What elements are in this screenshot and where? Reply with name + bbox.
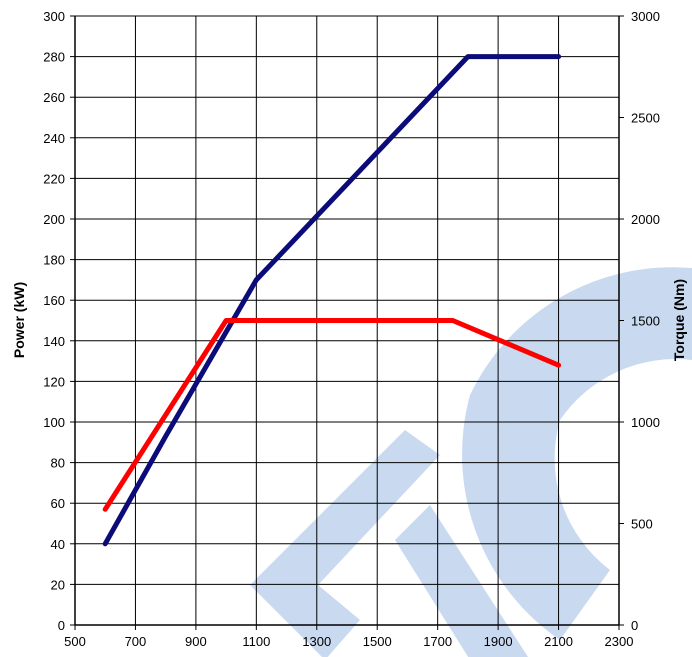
chart-series — [102, 54, 562, 547]
x-tick-label: 1900 — [484, 634, 513, 649]
x-tick-label: 2100 — [544, 634, 573, 649]
y-right-tick-label: 3000 — [631, 9, 660, 24]
x-tick-label: 1100 — [242, 634, 270, 649]
y-left-tick-label: 300 — [43, 9, 65, 24]
y-left-tick-label: 280 — [43, 50, 65, 65]
y-left-axis-title: Power (kW) — [11, 282, 27, 358]
y-right-tick-label: 1000 — [631, 415, 660, 430]
series-line-2 — [102, 318, 562, 512]
y-left-tick-label: 100 — [43, 415, 65, 430]
y-left-tick-label: 240 — [43, 131, 65, 146]
y-left-tick-label: 120 — [43, 374, 65, 389]
x-tick-label: 2300 — [605, 634, 634, 649]
y-right-tick-label: 500 — [631, 517, 653, 532]
y-right-axis-ticks: 0 500 1000 1500 2000 2500 3000 — [619, 9, 660, 633]
y-left-tick-label: 20 — [51, 577, 65, 592]
y-right-tick-label: 2000 — [631, 212, 660, 227]
y-right-tick-label: 2500 — [631, 111, 660, 126]
x-tick-label: 500 — [64, 634, 86, 649]
x-tick-label: 700 — [125, 634, 147, 649]
y-right-tick-label: 1500 — [631, 314, 660, 329]
watermark-shape — [462, 267, 692, 640]
y-left-tick-label: 180 — [43, 253, 65, 268]
watermark-shape — [395, 505, 529, 657]
y-left-tick-label: 0 — [58, 618, 65, 633]
y-left-tick-label: 80 — [51, 456, 65, 471]
x-tick-label: 1500 — [363, 634, 392, 649]
x-axis-ticks: 500 700 900 1100 1300 1500 1700 1900 2100 2300 — [64, 625, 633, 649]
series-line-1 — [102, 54, 562, 547]
y-left-axis-ticks: 0 20 40 60 80 100 120 140 160 180 200 220 240 260 280 3… — [43, 9, 75, 633]
y-left-tick-label: 40 — [51, 537, 65, 552]
x-tick-label: 1700 — [423, 634, 452, 649]
x-tick-label: 900 — [185, 634, 207, 649]
y-left-tick-label: 200 — [43, 212, 65, 227]
y-left-tick-label: 260 — [43, 90, 65, 105]
y-left-tick-label: 60 — [51, 496, 65, 511]
x-tick-label: 1300 — [302, 634, 331, 649]
y-left-tick-label: 160 — [43, 293, 65, 308]
y-left-tick-label: 220 — [43, 171, 65, 186]
y-left-tick-label: 140 — [43, 334, 65, 349]
y-right-axis-title: Torque (Nm) — [671, 279, 687, 361]
y-right-tick-label: 0 — [631, 618, 638, 633]
